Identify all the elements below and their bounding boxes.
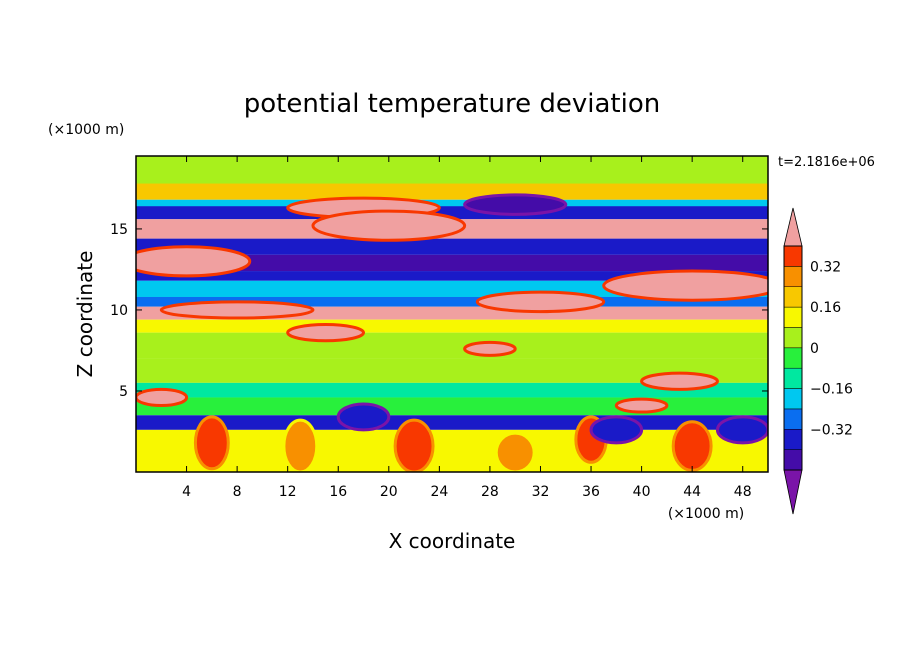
x-axis-label: X coordinate: [389, 529, 516, 553]
field-blob: [475, 290, 606, 314]
field-band: [136, 332, 768, 359]
x-tick-label: 8: [233, 484, 242, 500]
x-tick-label: 28: [481, 484, 499, 500]
time-label: t=2.1816e+06: [778, 155, 875, 170]
field-blob: [463, 340, 517, 357]
x-tick-label: 20: [380, 484, 398, 500]
colorbar-segment: [783, 286, 803, 308]
field-band: [136, 382, 768, 398]
colorbar-tick-label: 0.16: [810, 300, 841, 316]
x-tick-label: 16: [329, 484, 347, 500]
y-tick-label: 15: [110, 222, 128, 238]
field-blob: [463, 193, 568, 216]
chart-title: potential temperature deviation: [244, 89, 660, 119]
plot-frame: [135, 155, 769, 473]
y-tick-label: 10: [110, 303, 128, 319]
field-blob: [159, 300, 315, 320]
colorbar-tick-label: −0.32: [810, 422, 853, 438]
colorbar-extend-top: [783, 207, 803, 247]
colorbar-segment: [783, 266, 803, 287]
field-blob: [282, 418, 319, 472]
colorbar-segment: [783, 347, 803, 369]
colorbar-frame: [783, 245, 803, 471]
colorbar: 0.32 0.16 0 −0.16 −0.32: [783, 207, 853, 515]
field-band: [136, 183, 768, 200]
field-blob: [671, 420, 713, 472]
field-blob: [715, 415, 768, 445]
x-unit-label: (×1000 m): [668, 506, 744, 522]
field-band: [136, 319, 768, 333]
x-tick-label: 48: [734, 484, 752, 500]
y-tick-label: 5: [119, 384, 128, 400]
field-blob: [136, 245, 252, 278]
field-blob: [393, 418, 435, 472]
field-band: [136, 156, 768, 189]
field-layer: [136, 156, 768, 472]
field-blob: [311, 209, 467, 242]
x-tick-label: 36: [582, 484, 600, 500]
colorbar-segment: [783, 449, 803, 471]
x-tick-label: 40: [633, 484, 651, 500]
field-blob: [614, 397, 669, 414]
x-tick-label: 12: [279, 484, 297, 500]
field-band: [136, 429, 768, 472]
colorbar-segment: [783, 367, 803, 389]
colorbar-segment: [783, 306, 803, 328]
x-tick-label: 24: [430, 484, 448, 500]
field-blob: [602, 269, 768, 302]
field-blob: [494, 431, 536, 472]
x-tick-label: 44: [683, 484, 701, 500]
field-band: [136, 238, 768, 255]
field-band: [136, 271, 768, 281]
field-blob: [136, 387, 189, 408]
field-blob: [640, 371, 719, 391]
x-tick-label: 4: [182, 484, 191, 500]
x-tick-label: 32: [532, 484, 550, 500]
colorbar-tick-label: 0.32: [810, 259, 841, 275]
colorbar-segment: [783, 429, 803, 450]
field-blob: [286, 323, 366, 343]
y-unit-label: (×1000 m): [48, 122, 124, 138]
field-band: [136, 254, 768, 272]
colorbar-extend-bottom: [783, 469, 803, 515]
colorbar-tick-label: 0: [810, 341, 819, 357]
field-band: [136, 397, 768, 416]
colorbar-segment: [783, 388, 803, 410]
field-blob: [589, 415, 644, 445]
colorbar-segment: [783, 408, 803, 430]
field-blob: [336, 402, 391, 432]
field-band: [136, 296, 768, 307]
colorbar-segment: [783, 327, 803, 349]
colorbar-segment: [783, 245, 803, 267]
y-axis-label: Z coordinate: [73, 251, 97, 378]
colorbar-tick-label: −0.16: [810, 382, 853, 398]
field-band: [136, 415, 768, 430]
field-blob: [193, 415, 230, 471]
